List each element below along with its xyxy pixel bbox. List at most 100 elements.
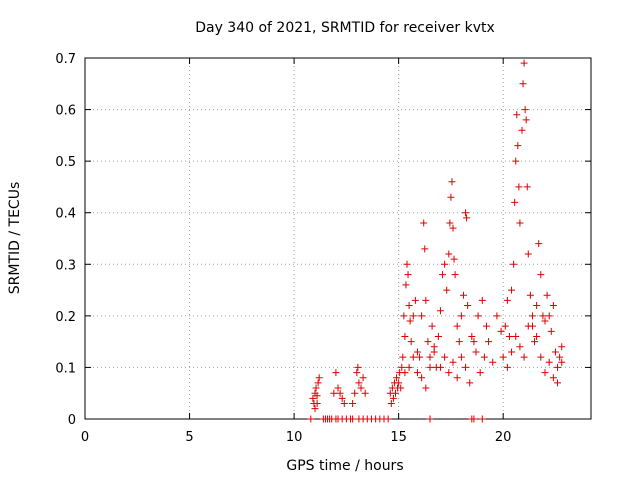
data-point: [533, 332, 541, 340]
data-point: [455, 338, 463, 346]
y-tick-label: 0.7: [55, 52, 76, 67]
data-point: [474, 312, 482, 320]
data-point: [497, 327, 505, 335]
data-point: [387, 400, 395, 408]
data-point: [519, 80, 527, 88]
data-point: [512, 157, 520, 165]
data-point: [510, 260, 518, 268]
data-point: [420, 219, 428, 227]
data-point: [443, 286, 451, 294]
data-point: [448, 178, 456, 186]
data-point: [330, 389, 338, 397]
data-point: [439, 271, 447, 279]
data-point: [478, 415, 486, 423]
data-point: [384, 415, 392, 423]
data-point: [426, 353, 434, 361]
data-point: [405, 302, 413, 310]
data-point: [389, 394, 397, 402]
data-point: [453, 322, 461, 330]
data-point: [421, 245, 429, 253]
axis-ticks: [84, 57, 591, 420]
data-point: [446, 219, 454, 227]
data-points: [307, 59, 566, 423]
data-point: [411, 296, 419, 304]
data-point: [359, 374, 367, 382]
y-tick-label: 0.4: [55, 207, 76, 222]
data-point: [361, 389, 369, 397]
data-point: [351, 389, 359, 397]
data-point: [549, 374, 557, 382]
data-point: [349, 415, 357, 423]
data-point: [521, 106, 529, 114]
data-point: [447, 193, 455, 201]
data-point: [357, 384, 365, 392]
x-tick-label: 10: [286, 430, 303, 445]
data-point: [505, 332, 513, 340]
data-point: [459, 291, 467, 299]
data-point: [334, 384, 342, 392]
data-point: [445, 369, 453, 377]
x-tick-label: 5: [185, 430, 193, 445]
data-point: [424, 338, 432, 346]
data-point: [436, 363, 444, 371]
data-point: [441, 353, 449, 361]
data-point: [426, 415, 434, 423]
data-point: [472, 348, 480, 356]
data-point: [518, 126, 526, 134]
y-tick-label: 0: [68, 413, 76, 428]
data-point: [464, 302, 472, 310]
data-point: [516, 219, 524, 227]
data-point: [533, 302, 541, 310]
data-point: [428, 322, 436, 330]
data-point: [400, 312, 408, 320]
data-point: [311, 405, 319, 413]
data-point: [416, 353, 424, 361]
data-point: [515, 183, 523, 191]
data-point: [512, 332, 520, 340]
data-point: [449, 358, 457, 366]
data-point: [413, 369, 421, 377]
data-point: [556, 353, 564, 361]
data-point: [508, 348, 516, 356]
data-point: [445, 250, 453, 258]
data-point: [520, 59, 528, 67]
data-point: [493, 312, 501, 320]
data-point: [406, 317, 414, 325]
data-point: [426, 363, 434, 371]
data-point: [499, 353, 507, 361]
data-point: [450, 255, 458, 263]
data-point: [485, 338, 493, 346]
data-point: [430, 348, 438, 356]
data-point: [309, 394, 317, 402]
data-point: [336, 389, 344, 397]
data-point: [531, 338, 539, 346]
data-point: [545, 358, 553, 366]
data-point: [541, 317, 549, 325]
data-point: [478, 296, 486, 304]
data-point: [436, 307, 444, 315]
data-point: [314, 379, 322, 387]
data-point: [401, 332, 409, 340]
data-point: [463, 214, 471, 222]
data-point: [453, 374, 461, 382]
data-point: [554, 379, 562, 387]
data-point: [349, 400, 357, 408]
data-point: [547, 327, 555, 335]
data-point: [543, 291, 551, 299]
data-point: [558, 343, 566, 351]
data-point: [407, 338, 415, 346]
x-tick-labels: 0 5 10 15 20: [81, 430, 512, 445]
data-point: [315, 374, 323, 382]
data-point: [545, 312, 553, 320]
data-point: [466, 379, 474, 387]
data-point: [397, 384, 405, 392]
data-point: [516, 343, 524, 351]
data-point: [501, 322, 509, 330]
data-point: [549, 302, 557, 310]
y-tick-label: 0.5: [55, 155, 76, 170]
data-point: [332, 369, 340, 377]
plot-frame: [84, 57, 592, 420]
data-point: [354, 363, 362, 371]
data-point: [401, 369, 409, 377]
data-point: [535, 240, 543, 248]
